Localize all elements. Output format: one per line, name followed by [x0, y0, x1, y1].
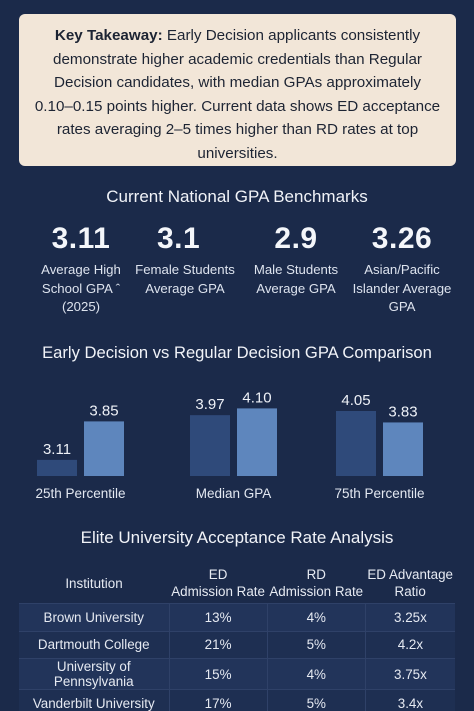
- stat-male-gpa: 2.9 Male Students Average GPA: [244, 222, 348, 298]
- acceptance-rate-table: Institution ED Admission Rate RD Admissi…: [19, 566, 455, 711]
- cell-ed-rate: 21%: [168, 630, 268, 659]
- cell-institution: Vanderbilt University: [19, 689, 169, 711]
- col-header-institution: Institution: [65, 575, 123, 591]
- key-takeaway-box: Key Takeaway: Early Decision applicants …: [19, 14, 456, 166]
- bar-value-label: 4.10: [242, 389, 271, 406]
- stat-asian-pacific-gpa: 3.26 Asian/Pacific Islander Average GPA: [352, 222, 452, 317]
- cell-ratio: 3.75x: [364, 658, 455, 690]
- col-header-advantage: ED Advantage Ratio: [365, 566, 455, 604]
- bar-value-label: 4.05: [341, 392, 370, 409]
- col-header-rd-line2: Admission Rate: [269, 584, 364, 599]
- cell-ed-rate: 13%: [168, 603, 268, 631]
- category-label: 25th Percentile: [35, 486, 125, 501]
- benchmarks-title: Current National GPA Benchmarks: [106, 187, 368, 206]
- bar-25th-percentile-series-2: [84, 421, 124, 476]
- col-header-adv-line1: ED Advantage: [367, 567, 453, 582]
- stat-value: 3.11: [51, 222, 111, 255]
- table-row: Brown University 13% 4% 3.25x: [19, 603, 455, 631]
- cell-institution: Brown University: [19, 603, 169, 631]
- bar-value-label: 3.11: [43, 441, 71, 458]
- stat-value: 3.26: [371, 222, 433, 255]
- col-header-adv-line2: Ratio: [394, 584, 426, 599]
- col-header-ed-rate: ED Admission Rate: [169, 566, 267, 604]
- bar-value-label: 3.83: [388, 403, 417, 420]
- acceptance-title: Elite University Acceptance Rate Analysi…: [80, 528, 394, 547]
- col-header-rd-line1: RD: [306, 567, 326, 582]
- takeaway-label: Key Takeaway:: [54, 27, 163, 44]
- stat-average-hs-gpa: 3.11 Average High School GPA ˆ (2025): [26, 222, 136, 317]
- col-header-ed-line1: ED: [208, 567, 228, 582]
- comparison-title: Early Decision vs Regular Decision GPA C…: [42, 343, 432, 362]
- col-header-rd-rate: RD Admission Rate: [267, 566, 365, 604]
- stat-label: Asian/Pacific Islander Average GPA: [352, 262, 452, 315]
- cell-institution: University of Pennsylvania: [19, 658, 169, 690]
- table-row: Dartmouth College 21% 5% 4.2x: [19, 630, 455, 659]
- table-header-row: Institution ED Admission Rate RD Admissi…: [19, 566, 455, 604]
- cell-rd-rate: 4%: [266, 658, 366, 690]
- category-label: 75th Percentile: [334, 486, 424, 501]
- stat-label: Male Students Average GPA: [253, 262, 339, 296]
- category-label: Median GPA: [196, 486, 272, 501]
- bar-value-label: 3.97: [195, 396, 224, 413]
- bar-75th-percentile-series-2: [383, 422, 423, 476]
- cell-ed-rate: 17%: [168, 689, 268, 711]
- bar-75th-percentile-series-1: [336, 411, 376, 476]
- table-row: Vanderbilt University 17% 5% 3.4x: [19, 689, 455, 711]
- col-header-ed-line2: Admission Rate: [171, 584, 265, 599]
- bar-25th-percentile-series-1: [37, 459, 77, 476]
- stat-value: 3.1: [157, 222, 201, 255]
- cell-ed-rate: 15%: [168, 658, 268, 690]
- cell-rd-rate: 4%: [266, 603, 366, 631]
- stat-label: Female Students Average GPA: [135, 262, 235, 296]
- cell-ratio: 4.2x: [364, 630, 455, 659]
- cell-ratio: 3.25x: [364, 603, 455, 631]
- stat-label: Average High School GPA ˆ (2025): [41, 262, 121, 315]
- takeaway-text: Early Decision applicants consistently d…: [34, 27, 441, 162]
- bar-median-gpa-series-2: [237, 408, 277, 476]
- bar-value-label: 3.85: [89, 402, 118, 419]
- bar-median-gpa-series-1: [190, 415, 230, 476]
- cell-institution: Dartmouth College: [19, 630, 169, 659]
- cell-ratio: 3.4x: [364, 689, 455, 711]
- gpa-comparison-chart: 3.11 3.85 25th Percentile 3.97 4.10 Median GP…: [35, 389, 424, 501]
- cell-rd-rate: 5%: [266, 689, 366, 711]
- cell-rd-rate: 5%: [266, 630, 366, 659]
- stat-value: 2.9: [274, 222, 318, 255]
- stat-female-gpa: 3.1 Female Students Average GPA: [127, 222, 243, 298]
- table-row: University of Pennsylvania 15% 4% 3.75x: [19, 658, 455, 690]
